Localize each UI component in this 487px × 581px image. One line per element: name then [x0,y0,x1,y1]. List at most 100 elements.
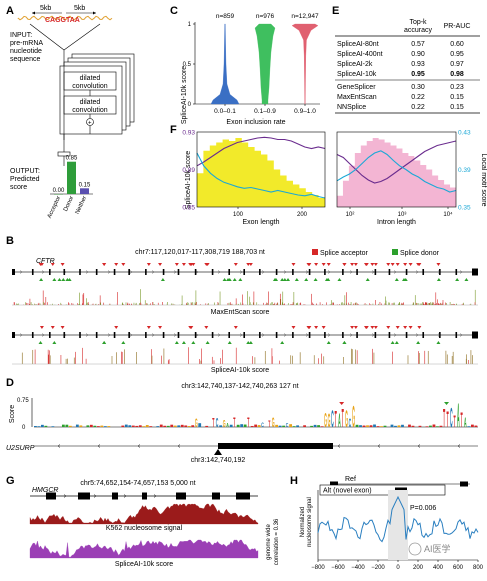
b-acceptor-marker [350,326,355,329]
d-logo-letter: T [233,416,236,431]
b-donor-marker [401,278,406,281]
b-exon [31,269,34,275]
d-logo-bar [383,425,387,427]
e-cell-model: GeneSplicer [337,84,376,91]
f-ylabel-right: Local motif score [480,154,487,207]
f-xtick-label: 10⁴ [443,211,453,218]
d-logo-letter: C [261,422,264,429]
d-logo-letter: A [464,416,467,431]
b-strand-arrow [437,333,441,337]
d-strand-arrow [137,444,141,448]
f-curve-motif [196,152,326,199]
b-donor-marker [246,341,251,344]
b-acceptor-marker [158,326,163,329]
c-violin-2 [291,23,319,105]
d-logo-letter: A [226,422,229,428]
b-acceptor-marker [291,326,296,329]
b-acceptor-marker [291,263,296,266]
e-cell-model: SpliceAI-10k [337,71,377,78]
b-exon [292,332,294,338]
d-logo-bar [142,426,146,427]
panel-b-label: B [6,235,14,247]
panel-f: F SpliceAI-10k score Local motif score 1… [170,124,487,226]
b-exon [374,269,377,275]
b-donor-marker [102,341,107,344]
d-logo-bar [278,425,282,427]
b-exon [95,332,98,338]
b-strand-arrow [173,270,177,274]
g-exon [46,492,56,500]
dist-right: 5kb [74,5,85,12]
e-cell-topk: 0.57 [411,41,425,48]
c-violins: n=859 0.0–0.1 n=976 0.1–0.9 n=12,947 0.9–1.0 [210,13,319,115]
b-strand-arrow [393,333,397,337]
d-logo-bar [86,425,90,427]
b-strand-arrow [107,333,111,337]
d-logo-bar [313,424,317,427]
panel-c: C SpliceAI-10k score 00.51 n=8590.0–0.1n… [170,5,320,126]
d-logo-bar [34,425,37,427]
b-donor-marker [326,278,331,281]
b-strand-arrow [437,270,441,274]
b-acceptor-marker [386,326,391,329]
b-strand-arrow [327,333,331,337]
b-strand-arrow [129,270,133,274]
g-track2-label: SpliceAI-10k score [115,561,173,568]
b-acceptor-marker [403,263,408,266]
h-xtick-label: −800 [311,565,325,571]
panel-b: B chr7:117,120,017-117,308,719 188,703 n… [6,235,478,374]
b-acceptor-marker [102,263,107,266]
b-exon [405,269,408,275]
d-logo-letter: A [338,409,341,431]
d-logo-bar [180,424,184,427]
d-logo-bar [243,424,247,427]
f-ytick-right: 0.43 [458,130,471,137]
b-exon [49,332,51,338]
h-pval: P=0.006 [410,505,436,512]
e-cell-topk: 0.30 [411,84,425,91]
b-acceptor-marker [370,326,375,329]
b-acceptor-marker [390,263,395,266]
panel-d-label: D [6,377,14,389]
e-cell-prauc: 0.97 [450,61,464,68]
d-logo-bar [198,423,202,427]
d-logo-bar [100,425,104,427]
g-exon [142,492,147,500]
b-donor-marker [57,278,62,281]
panel-g-label: G [6,475,15,487]
h-alt-label: Alt (novel exon) [323,488,372,495]
e-cell-model: NNSplice [337,104,366,111]
f-ytick-right: 0.35 [458,205,471,212]
b-donor-marker [280,341,285,344]
b-exon [243,332,246,338]
d-logo-bar [107,426,111,427]
b-acceptor-marker [370,263,375,266]
b-exon [162,269,165,275]
b-legend-label: Splice donor [400,250,440,257]
d-logo-letter: T [247,416,249,431]
b-strand-arrow [261,270,265,274]
b-exon [308,332,311,338]
h-ref-exon [330,481,338,487]
e-cell-topk: 0.22 [411,94,425,101]
h-xtick-label: −600 [331,565,345,571]
b-exon [422,332,425,338]
svg-text:+: + [88,121,92,127]
h-xtick-label: 600 [453,565,464,571]
b-strand-arrow [459,270,463,274]
b-donor-marker [222,278,227,281]
b-donor-marker [174,341,179,344]
e-header-prauc: PR-AUC [444,23,471,30]
f-xlabel: Intron length [377,219,416,226]
b-donor-marker [394,278,399,281]
d-logo-bar [250,425,254,427]
b-strand-arrow [371,333,375,337]
d-logo-letter: C [349,416,352,430]
panel-f-label: F [170,124,177,136]
b-legend-swatch [392,249,398,255]
d-gene: U2SURP [6,445,35,452]
b-exon [177,269,180,275]
b-acceptor-marker [158,263,163,266]
f-xtick-label: 10³ [398,212,407,218]
